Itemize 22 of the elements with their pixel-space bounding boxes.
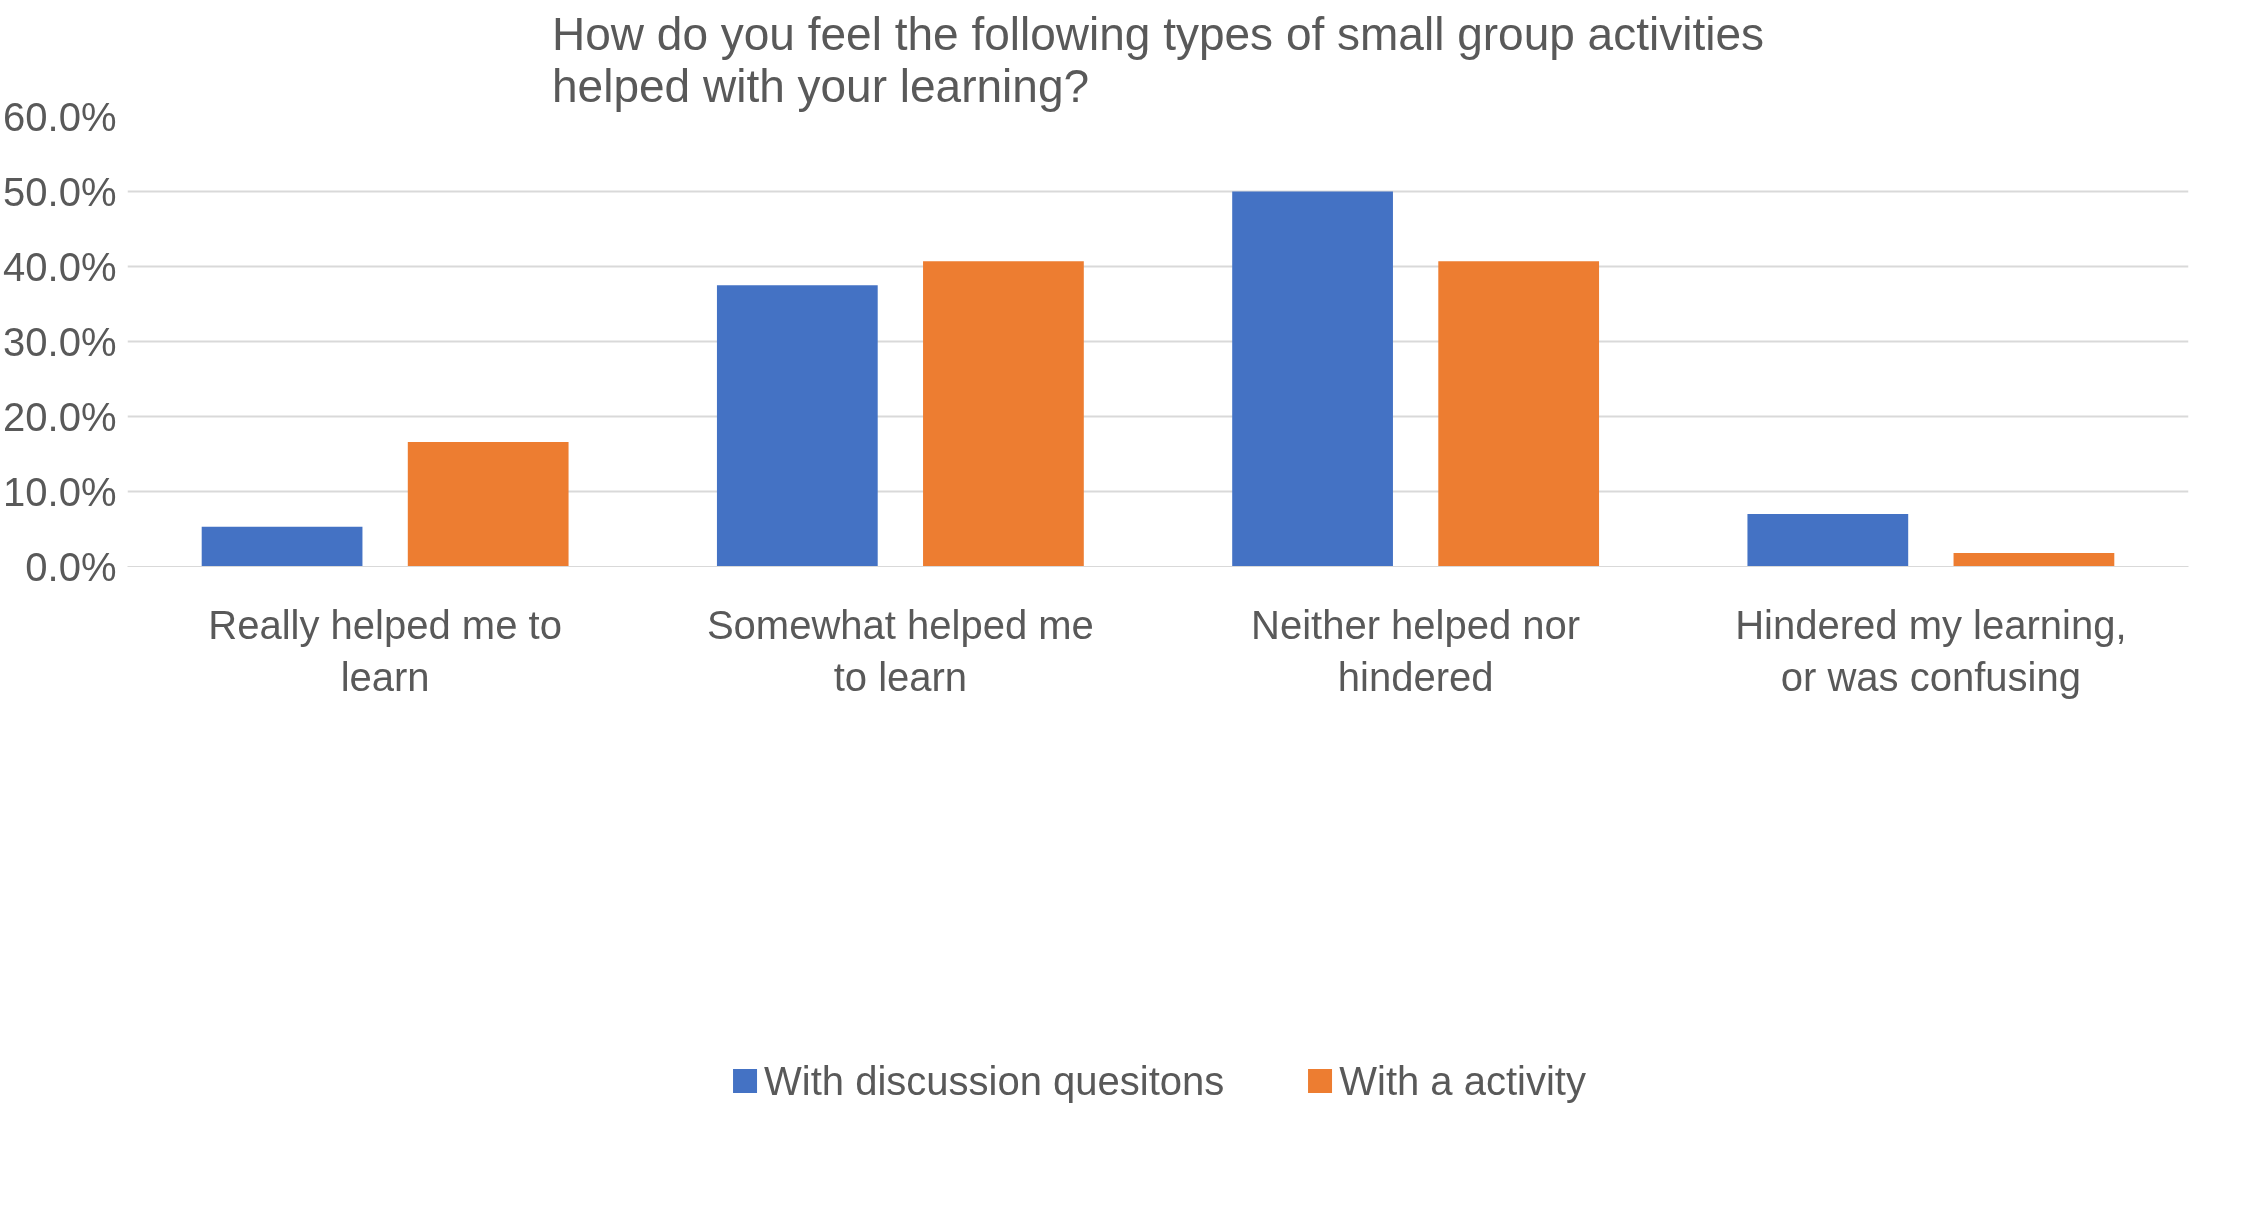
chart-title: How do you feel the following types of small group activities helped with your learning? <box>552 7 1764 112</box>
y-tick-label: 60.0% <box>3 94 117 139</box>
y-tick-label: 30.0% <box>3 319 117 364</box>
x-tick-label: Hindered my learning, or was confusing <box>1735 602 2127 700</box>
x-tick-label: Somewhat helped me to learn <box>706 602 1094 700</box>
bar <box>1232 191 1393 567</box>
bar <box>1438 261 1600 567</box>
legend-label: With a activity <box>1339 1058 1586 1104</box>
bar <box>1953 553 2115 567</box>
bar <box>1747 514 1909 567</box>
y-tick-label: 20.0% <box>3 394 117 439</box>
x-tick-label: Neither helped nor hindered <box>1251 602 1581 700</box>
y-tick-label: 50.0% <box>3 169 117 214</box>
bar <box>716 285 878 567</box>
bar <box>923 261 1084 567</box>
bar <box>201 526 363 567</box>
x-tick-label: Really helped me to learn <box>208 602 562 700</box>
y-tick-label: 0.0% <box>25 544 117 589</box>
legend-label: With discussion quesitons <box>764 1058 1225 1104</box>
y-tick-label: 10.0% <box>3 469 117 514</box>
y-tick-label: 40.0% <box>3 244 117 289</box>
bar <box>407 442 569 567</box>
